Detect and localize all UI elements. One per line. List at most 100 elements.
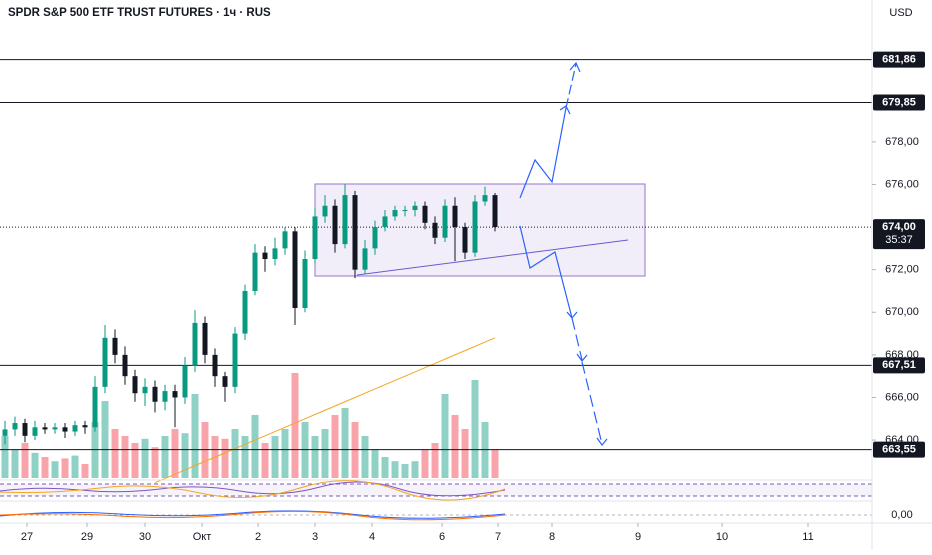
volume-bar xyxy=(451,415,459,478)
volume-bar xyxy=(371,450,379,478)
volume-bar xyxy=(281,429,289,478)
volume-bar xyxy=(31,452,39,478)
candle-body xyxy=(122,354,128,377)
candle-body xyxy=(462,227,468,253)
candle-body xyxy=(212,354,218,377)
candle-body xyxy=(432,222,438,238)
last-price-label: 674,00 xyxy=(882,221,916,233)
candle-body xyxy=(222,376,228,387)
osc-line-2 xyxy=(0,480,506,501)
candle-body xyxy=(232,333,238,387)
down-arrow-3 xyxy=(581,361,603,445)
candle-body xyxy=(372,227,378,249)
volume-bar xyxy=(291,373,299,478)
down-arrow-2 xyxy=(571,317,583,361)
candle-body xyxy=(152,386,158,402)
candle-body xyxy=(242,290,248,334)
volume-bar xyxy=(81,464,89,478)
volume-bar xyxy=(441,394,449,478)
volume-bar xyxy=(141,438,149,478)
y-tick-label: 672,00 xyxy=(885,264,919,276)
volume-bar xyxy=(241,436,249,478)
candle-body xyxy=(52,427,58,430)
level-label: 663,55 xyxy=(882,444,916,456)
candle-body xyxy=(282,231,288,249)
volume-bar xyxy=(391,461,399,478)
x-tick-label: Окт xyxy=(193,531,212,543)
x-tick-label: 8 xyxy=(549,531,555,543)
volume-bar xyxy=(231,429,239,478)
volume-bar xyxy=(171,429,179,478)
candle-body xyxy=(22,423,28,436)
volume-bar xyxy=(331,415,339,478)
y-tick-label: 670,00 xyxy=(885,306,919,318)
candle-body xyxy=(12,423,18,430)
volume-bar xyxy=(381,457,389,478)
x-tick-label: 11 xyxy=(802,531,813,543)
candle-body xyxy=(272,248,278,260)
indicator-panels xyxy=(0,479,932,524)
level-label-box xyxy=(873,94,925,111)
moving-average xyxy=(154,337,496,484)
candle-body xyxy=(402,210,408,212)
candle-body xyxy=(392,210,398,217)
osc-band xyxy=(0,484,872,496)
last-price-box xyxy=(873,219,925,250)
candle-body xyxy=(352,195,358,270)
candle-body xyxy=(202,322,208,355)
candle-body xyxy=(442,205,448,238)
x-tick-label: 4 xyxy=(369,531,375,543)
chart-title: SPDR S&P 500 ETF TRUST FUTURES · 1ч · RU… xyxy=(8,7,271,19)
candle-body xyxy=(102,337,108,387)
candle-body xyxy=(72,425,78,432)
candle-body xyxy=(412,205,418,211)
level-label-box xyxy=(873,441,925,458)
candle-body xyxy=(292,231,298,309)
x-tick-label: 3 xyxy=(312,531,318,543)
volume-bar xyxy=(11,450,19,478)
volume-bar xyxy=(191,394,199,478)
candle-body xyxy=(362,248,368,270)
arrowhead xyxy=(569,61,581,73)
candle-body xyxy=(2,429,8,436)
candle-body xyxy=(92,386,98,428)
candle-body xyxy=(182,365,188,398)
volume-bar xyxy=(341,408,349,478)
x-tick-label: 10 xyxy=(716,531,728,543)
currency: USD xyxy=(889,7,912,19)
volume-bar xyxy=(151,447,159,478)
arrowhead xyxy=(596,437,608,446)
volume-bar xyxy=(421,450,429,478)
volume-bar xyxy=(61,458,69,478)
volume-bar xyxy=(131,443,139,478)
candle-body xyxy=(142,386,148,394)
volume-bar xyxy=(461,429,469,478)
volume-bar xyxy=(101,401,109,478)
volume-bar xyxy=(271,436,279,478)
x-tick-label: 2 xyxy=(255,531,261,543)
up-arrow-1 xyxy=(519,107,567,199)
y-tick-label: 676,00 xyxy=(885,178,919,190)
volume-bar xyxy=(251,415,259,478)
x-tick-label: 29 xyxy=(81,531,93,543)
candle-body xyxy=(332,205,338,245)
arrowhead xyxy=(576,353,588,362)
signal-line xyxy=(0,510,506,521)
volume-bar xyxy=(431,443,439,478)
candle-body xyxy=(62,427,68,432)
volume-bar xyxy=(401,464,409,478)
volume-bar xyxy=(51,461,59,478)
x-tick-label: 9 xyxy=(635,531,641,543)
volume-bar xyxy=(161,436,169,478)
candle-body xyxy=(482,195,488,202)
trend-line xyxy=(356,239,629,276)
candle-body xyxy=(342,195,348,245)
candle-body xyxy=(42,427,48,430)
candle-body xyxy=(302,259,308,309)
level-label-box xyxy=(873,51,925,68)
x-tick-label: 7 xyxy=(495,531,501,543)
candle-body xyxy=(162,391,168,402)
candle-body xyxy=(312,216,318,260)
